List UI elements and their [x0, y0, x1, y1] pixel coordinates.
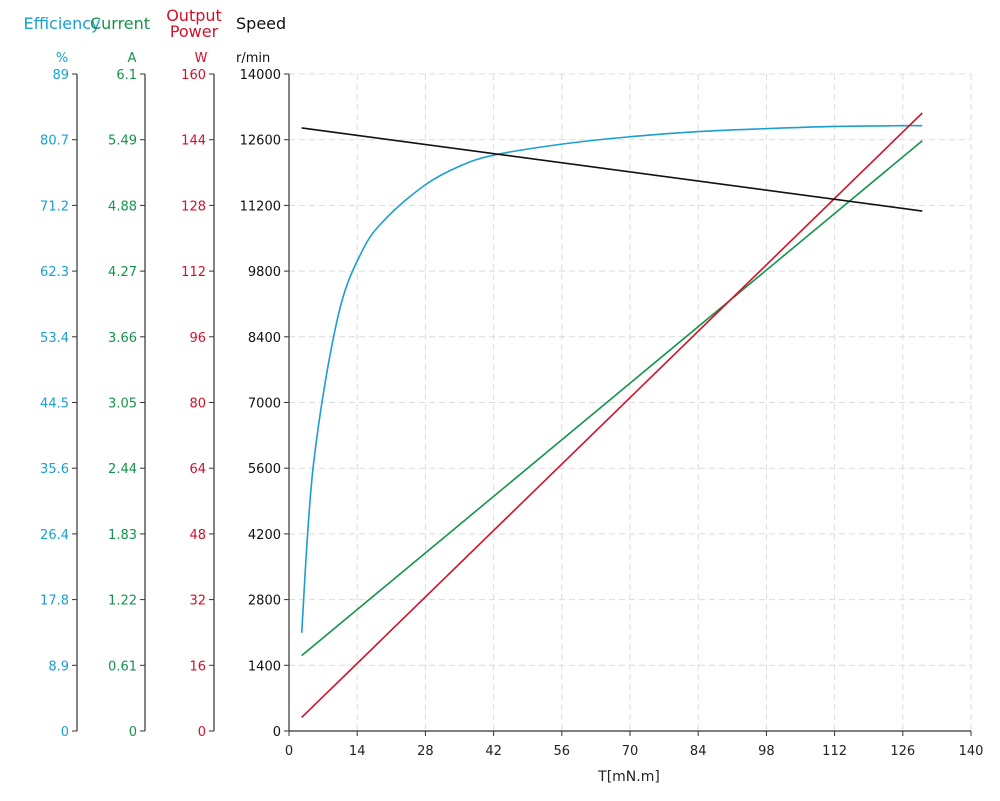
y-tick-label-current: 4.88	[108, 199, 137, 214]
axis-unit-speed: r/min	[236, 51, 270, 66]
axis-title-efficiency: Efficiency	[23, 14, 100, 33]
y-tick-label-efficiency: 0	[61, 725, 69, 740]
y-tick-label-efficiency: 71.2	[40, 199, 69, 214]
y-tick-label-power: 0	[198, 725, 206, 740]
y-tick-label-efficiency: 44.5	[40, 397, 69, 412]
axes: Efficiency% 0 8.9 17.8 26.4 35.6 44.5 53.4 62.3 7…	[23, 6, 983, 759]
y-tick-label-current: 0	[129, 725, 137, 740]
x-tick-label: 0	[285, 744, 293, 759]
y-tick-label-efficiency: 8.9	[48, 659, 69, 674]
x-axis-label: T[mN.m]	[597, 769, 660, 785]
x-tick-label: 98	[758, 744, 775, 759]
y-tick-label-efficiency: 80.7	[40, 134, 69, 149]
y-tick-label-current: 5.49	[108, 134, 137, 149]
grid	[289, 73, 972, 731]
y-tick-label-current: 4.27	[108, 265, 137, 280]
y-tick-label-power: 112	[181, 265, 206, 280]
y-tick-label-current: 1.22	[108, 594, 137, 609]
series-line-current	[301, 140, 923, 657]
axis-unit-current: A	[128, 51, 137, 66]
y-tick-label-efficiency: 35.6	[40, 462, 69, 477]
y-tick-label-power: 160	[181, 68, 206, 83]
series-line-speed	[301, 127, 923, 212]
series	[300, 112, 923, 719]
x-tick-label: 70	[622, 744, 639, 759]
y-tick-label-efficiency: 53.4	[40, 331, 69, 346]
y-tick-label-efficiency: 89	[52, 68, 69, 83]
axis-unit-efficiency: %	[56, 51, 68, 66]
y-tick-label-power: 32	[189, 594, 206, 609]
y-tick-label-power: 144	[181, 134, 206, 149]
y-tick-label-speed: 1400	[248, 659, 281, 674]
y-tick-label-speed: 9800	[248, 265, 281, 280]
series-line-efficiency	[300, 124, 923, 633]
y-tick-label-speed: 4200	[248, 528, 281, 543]
x-tick-label: 14	[349, 744, 366, 759]
x-tick-label: 56	[554, 744, 571, 759]
y-tick-label-efficiency: 62.3	[40, 265, 69, 280]
x-tick-label: 84	[690, 744, 707, 759]
y-tick-label-efficiency: 17.8	[40, 594, 69, 609]
axis-title-current: Current	[90, 14, 150, 33]
y-tick-label-speed: 2800	[248, 594, 281, 609]
y-tick-label-speed: 8400	[248, 331, 281, 346]
y-tick-label-power: 96	[189, 331, 206, 346]
y-tick-label-speed: 0	[273, 725, 281, 740]
x-tick-label: 28	[417, 744, 434, 759]
y-tick-label-speed: 14000	[240, 68, 281, 83]
series-line-power	[301, 112, 923, 719]
y-tick-label-power: 128	[181, 199, 206, 214]
y-tick-label-speed: 12600	[240, 134, 281, 149]
y-tick-label-current: 2.44	[108, 462, 137, 477]
y-tick-label-current: 6.1	[116, 68, 137, 83]
y-tick-label-power: 80	[189, 397, 206, 412]
y-tick-label-current: 3.05	[108, 397, 137, 412]
y-tick-label-efficiency: 26.4	[40, 528, 69, 543]
y-tick-label-speed: 5600	[248, 462, 281, 477]
axis-unit-power: W	[195, 51, 208, 66]
y-tick-label-power: 16	[189, 659, 206, 674]
y-tick-label-current: 0.61	[108, 659, 137, 674]
y-tick-label-speed: 11200	[240, 199, 281, 214]
y-tick-label-power: 64	[189, 462, 206, 477]
x-tick-label: 126	[890, 744, 915, 759]
axis-title-power: Output Power	[166, 6, 222, 41]
y-tick-label-speed: 7000	[248, 397, 281, 412]
y-tick-label-current: 3.66	[108, 331, 137, 346]
axis-title-speed: Speed	[236, 14, 286, 33]
y-tick-label-current: 1.83	[108, 528, 137, 543]
x-tick-label: 42	[485, 744, 502, 759]
y-tick-label-power: 48	[189, 528, 206, 543]
x-tick-label: 112	[822, 744, 847, 759]
x-tick-label: 140	[959, 744, 984, 759]
